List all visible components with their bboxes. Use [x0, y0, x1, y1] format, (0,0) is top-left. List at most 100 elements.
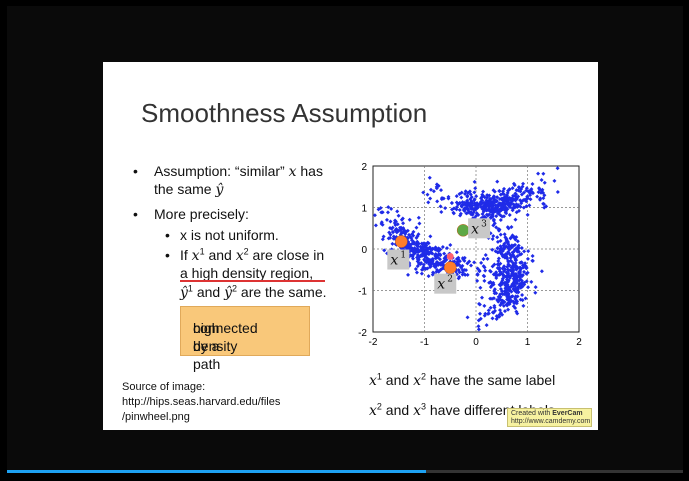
scatter-point	[425, 192, 430, 197]
scatter-point	[475, 272, 480, 277]
scatter-point	[540, 187, 545, 192]
scatter-point	[541, 171, 546, 176]
scatter-point	[399, 217, 404, 222]
scatter-point	[472, 190, 477, 195]
scatter-point	[495, 246, 500, 251]
scatter-point	[515, 248, 520, 253]
scatter-point	[507, 187, 512, 192]
scatter-point	[487, 212, 492, 217]
scatter-point	[474, 194, 479, 199]
scatter-point	[513, 191, 518, 196]
scatter-point	[496, 227, 501, 232]
scatter-point	[505, 297, 510, 302]
scatter-point	[512, 278, 517, 283]
scatter-point	[525, 270, 530, 275]
x-tick-label: -1	[420, 337, 429, 348]
highlighted-point	[395, 235, 408, 248]
scatter-point	[519, 192, 524, 197]
scatter-point	[429, 247, 434, 252]
scatter-point	[373, 223, 378, 228]
scatter-point	[524, 265, 529, 270]
scatter-point	[485, 311, 490, 316]
scatter-point	[498, 213, 503, 218]
scatter-point	[500, 214, 505, 219]
scatter-point	[425, 250, 430, 255]
y-tick-label: 2	[361, 162, 367, 173]
scatter-point	[424, 260, 429, 265]
scatter-point	[388, 235, 393, 240]
scatter-point	[514, 188, 519, 193]
scatter-point	[503, 267, 508, 272]
scatter-point	[389, 206, 394, 211]
scatter-point	[494, 214, 499, 219]
scatter-point	[439, 188, 444, 193]
scatter-point	[376, 207, 381, 212]
scatter-point	[388, 225, 393, 230]
scatter-point	[473, 214, 478, 219]
scatter-point	[504, 206, 509, 211]
scatter-point	[487, 193, 492, 198]
scatter-point	[510, 264, 515, 269]
point-label-box	[387, 249, 410, 270]
video-progress-bar[interactable]	[7, 470, 683, 473]
scatter-point	[479, 260, 484, 265]
scatter-point	[465, 272, 470, 277]
scatter-point	[514, 290, 519, 295]
scatter-point	[485, 256, 490, 261]
x-tick-label: 2	[576, 337, 582, 348]
scatter-point	[417, 221, 422, 226]
scatter-point	[498, 271, 503, 276]
scatter-point	[480, 212, 485, 217]
scatter-point	[415, 244, 420, 249]
scatter-point	[466, 201, 471, 206]
scatter-point	[388, 219, 393, 224]
scatter-point	[479, 196, 484, 201]
scatter-point	[392, 221, 397, 226]
scatter-point	[478, 285, 483, 290]
bullet-dot: •	[165, 247, 170, 263]
scatter-point	[521, 181, 526, 186]
scatter-point	[401, 221, 406, 226]
scatter-point	[449, 201, 454, 206]
scatter-point	[467, 259, 472, 264]
scatter-point	[535, 194, 540, 199]
scatter-point	[426, 200, 431, 205]
scatter-point	[507, 204, 512, 209]
scatter-point	[428, 264, 433, 269]
scatter-point	[421, 262, 426, 267]
caption-same-label: x1 and x2 have the same label	[369, 371, 556, 389]
scatter-point	[420, 247, 425, 252]
scatter-point	[530, 181, 535, 186]
scatter-point	[380, 222, 385, 227]
scatter-point	[493, 207, 498, 212]
scatter-point	[478, 311, 483, 316]
scatter-point	[397, 225, 402, 230]
scatter-point	[496, 299, 501, 304]
scatter-point	[502, 199, 507, 204]
scatter-point	[462, 272, 467, 277]
scatter-point	[457, 208, 462, 213]
scatter-point	[533, 285, 538, 290]
scatter-point	[492, 189, 497, 194]
scatter-point	[502, 280, 507, 285]
scatter-point	[527, 189, 532, 194]
scatter-point	[529, 279, 534, 284]
scatter-point	[406, 272, 411, 277]
scatter-point	[521, 205, 526, 210]
scatter-points	[372, 166, 560, 332]
scatter-point	[385, 210, 390, 215]
scatter-point	[482, 195, 487, 200]
scatter-point	[495, 297, 500, 302]
scatter-point	[475, 278, 480, 283]
scatter-point	[418, 261, 423, 266]
scatter-point	[503, 309, 508, 314]
scatter-point	[533, 290, 538, 295]
scatter-point	[522, 269, 527, 274]
scatter-point	[517, 252, 522, 257]
scatter-point	[498, 283, 503, 288]
scatter-point	[503, 252, 508, 257]
scatter-point	[379, 210, 384, 215]
scatter-point	[482, 200, 487, 205]
scatter-point	[482, 303, 487, 308]
scatter-point	[513, 217, 518, 222]
